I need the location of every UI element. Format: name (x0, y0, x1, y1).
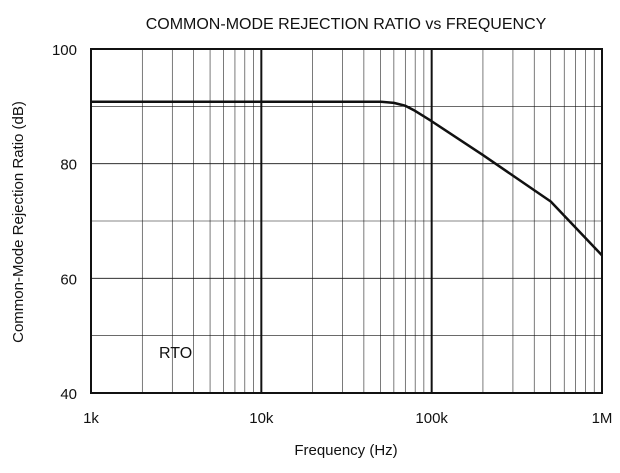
chart-title: COMMON-MODE REJECTION RATIO vs FREQUENCY (146, 16, 547, 33)
x-tick-label: 100k (415, 410, 448, 427)
tick-labels: 1k 10k 100k 1M 40 60 80 100 (52, 42, 612, 427)
series-line-cmrr (91, 100, 603, 257)
x-tick-label: 1M (592, 410, 613, 427)
x-tick-label: 1k (83, 410, 99, 427)
y-tick-label: 60 (60, 271, 77, 288)
plot-frame (90, 48, 603, 394)
y-axis-label: Common-Mode Rejection Ratio (dB) (10, 101, 27, 343)
y-tick-label: 100 (52, 42, 77, 59)
y-tick-label: 40 (60, 386, 77, 403)
annotation-rto: RTO (159, 345, 192, 362)
x-tick-label: 10k (249, 410, 274, 427)
y-tick-label: 80 (60, 157, 77, 174)
x-axis-label: Frequency (Hz) (294, 442, 397, 459)
